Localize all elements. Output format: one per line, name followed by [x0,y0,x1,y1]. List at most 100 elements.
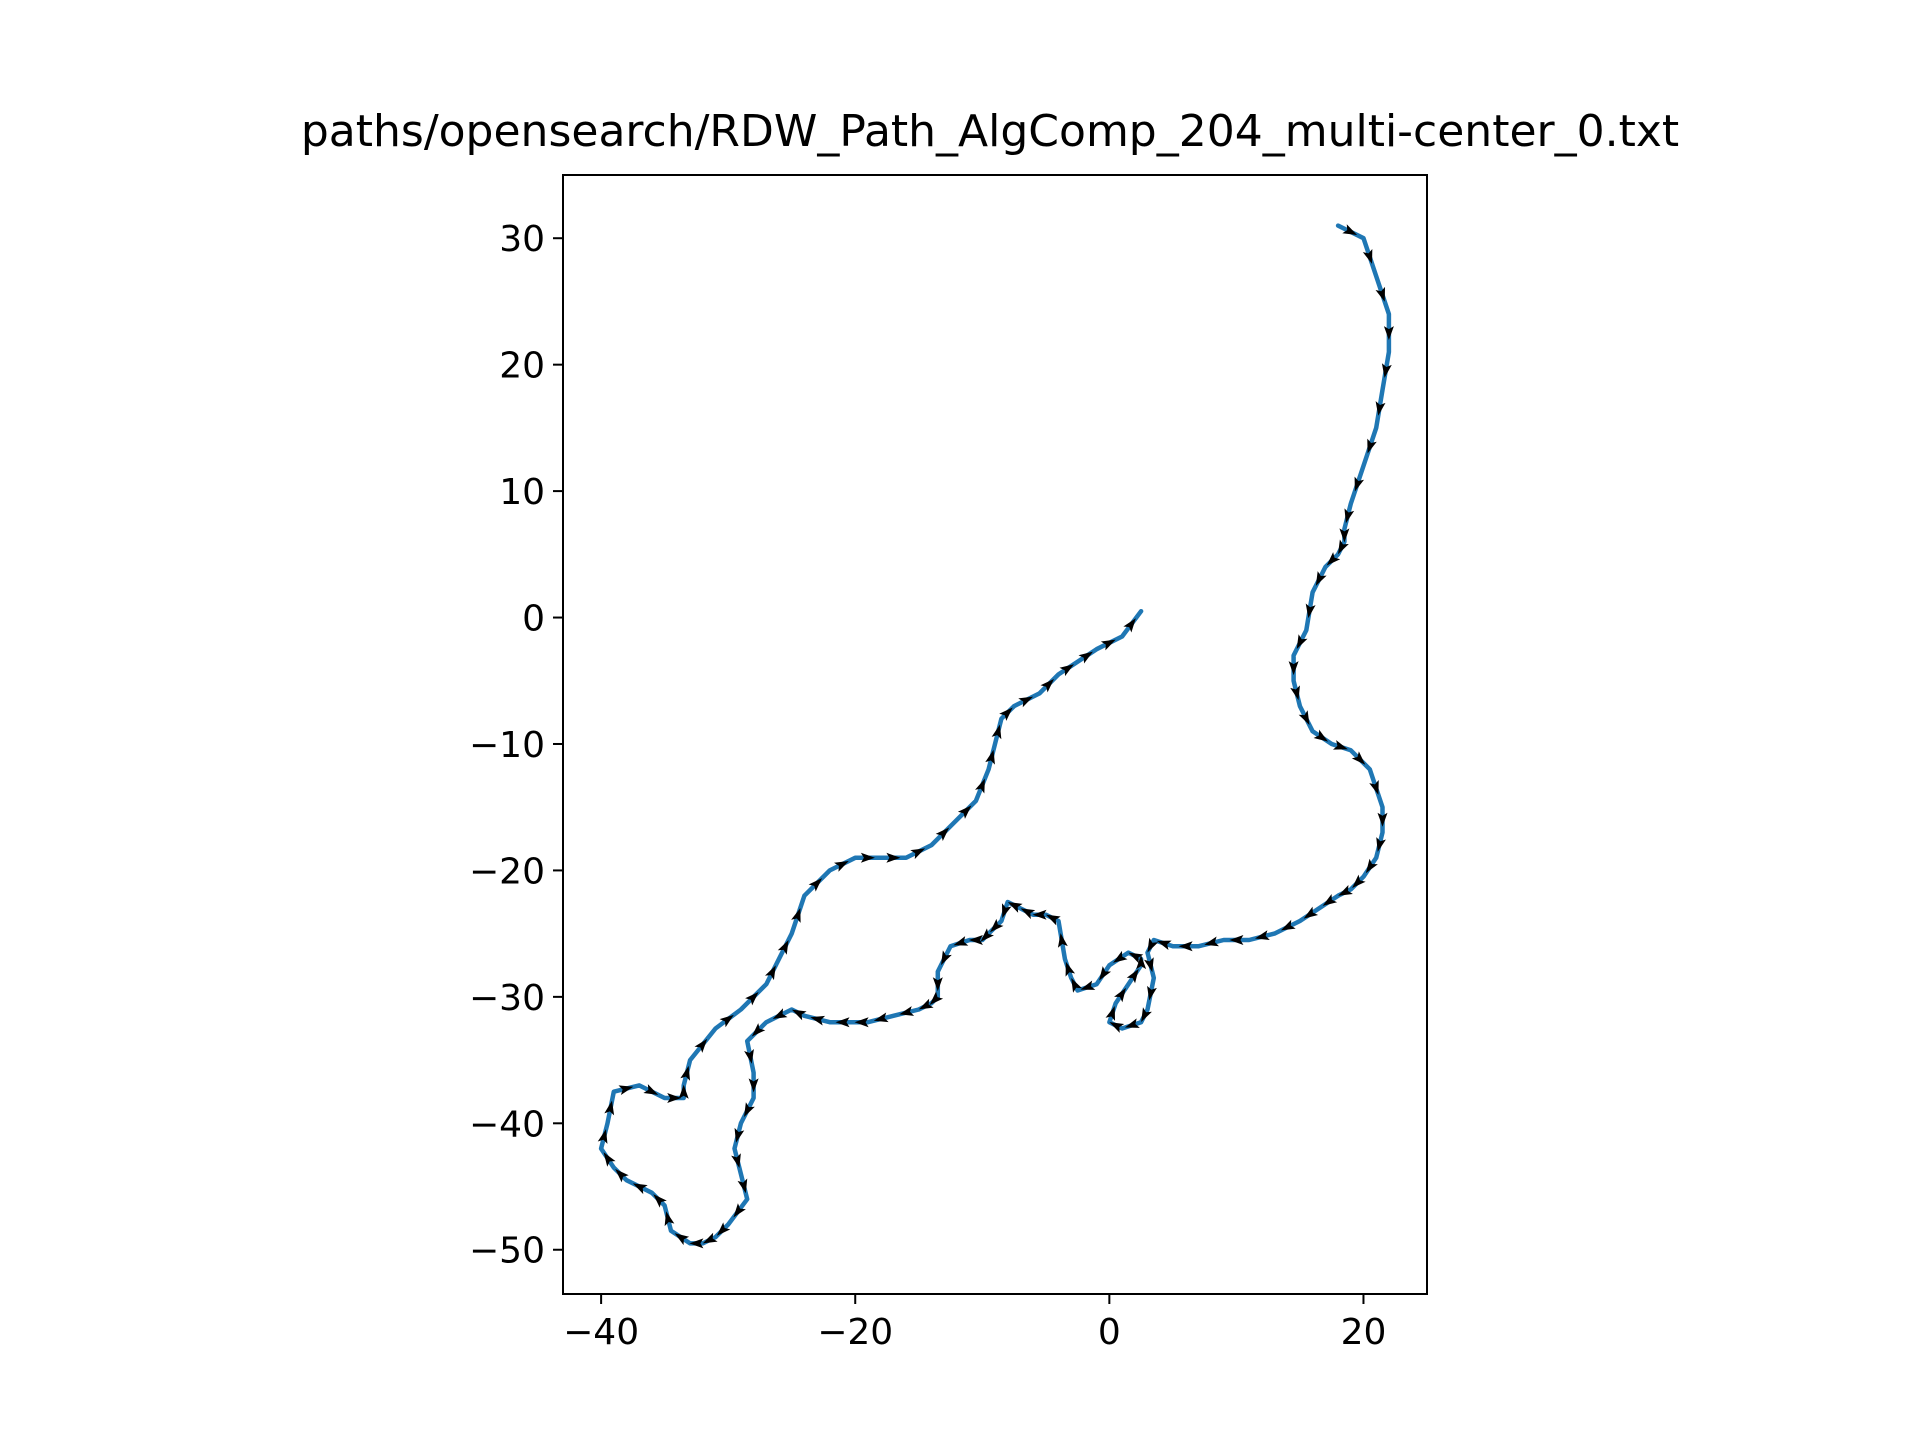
direction-arrow [680,1065,691,1081]
direction-arrow [1114,987,1126,1003]
direction-arrow [1113,950,1128,963]
direction-arrow [1229,935,1244,945]
direction-arrow [1057,933,1068,948]
direction-arrow [674,1233,690,1246]
direction-arrow [1178,941,1193,952]
direction-arrow [764,965,776,981]
direction-arrow [1362,248,1373,264]
direction-arrow [834,860,849,872]
direction-arrow [1338,885,1353,896]
direction-arrow [744,1049,754,1064]
direction-arrow [615,1168,629,1183]
direction-arrow [1071,977,1083,993]
direction-arrow [929,991,944,1005]
direction-arrow [1375,401,1386,416]
y-tick-label: −30 [469,978,545,1019]
direction-arrow [1147,985,1157,1001]
direction-arrow [667,1093,682,1103]
direction-arrow [1290,685,1300,701]
direction-arrow [1065,961,1076,977]
direction-arrow [935,827,950,841]
direction-arrow [1156,940,1172,951]
direction-arrow [791,1009,807,1021]
y-tick-label: −50 [469,1231,545,1272]
direction-arrow [1255,930,1270,940]
direction-arrow [731,1153,741,1168]
direction-arrow [1298,710,1310,725]
direction-arrow [748,1078,759,1093]
direction-arrow [975,778,985,794]
axes-frame [562,174,1428,1295]
direction-arrow [1124,1018,1140,1028]
direction-arrow [1381,363,1392,378]
direction-arrow [999,707,1013,721]
direction-arrow [632,1183,648,1195]
direction-arrow [1040,678,1054,693]
direction-arrow [664,1211,675,1227]
direction-arrow [1354,476,1365,492]
direction-arrow [808,878,823,892]
direction-arrow [899,1006,915,1016]
direction-arrow [991,724,1002,740]
plot-area [597,223,1394,1249]
direction-arrow [733,1203,746,1218]
y-tick-label: 30 [499,219,545,260]
direction-arrow [744,1102,755,1117]
direction-arrow [1141,1007,1152,1023]
direction-arrow [1001,903,1012,919]
direction-arrow [643,1084,659,1095]
direction-arrow [1352,874,1366,889]
direction-arrow [751,1023,766,1037]
direction-arrow [772,1008,788,1019]
direction-arrow [1383,326,1394,341]
direction-arrow [694,1038,708,1053]
direction-arrow [1280,919,1296,931]
direction-arrow [1007,902,1023,913]
direction-arrow [873,1012,889,1023]
y-tick-label: 20 [499,346,545,387]
direction-arrow [1344,508,1355,524]
direction-arrow [835,1017,850,1028]
direction-arrow [737,1178,748,1194]
direction-arrow [791,908,801,923]
x-tick-label: 0 [1098,1312,1121,1353]
direction-arrow [1342,224,1358,236]
direction-arrow [957,805,972,819]
direction-arrow [1375,286,1386,302]
direction-arrow [1367,438,1377,454]
direction-arrow [1126,968,1139,984]
direction-arrow [603,1152,616,1167]
direction-arrow [1144,957,1154,973]
direction-arrow [1313,729,1329,742]
direction-arrow [1099,966,1112,981]
direction-arrow [702,1232,718,1244]
y-tick-label: 0 [522,599,545,640]
direction-arrow [1303,906,1319,919]
y-tick-label: −10 [469,725,545,766]
direction-arrow [1351,751,1366,765]
direction-arrow [1315,571,1327,586]
direction-arrow [985,749,995,765]
direction-arrow [1369,779,1379,795]
direction-arrow [716,1222,731,1236]
direction-arrow [1018,696,1034,708]
direction-arrow [1376,837,1386,852]
direction-arrow [719,1014,734,1028]
direction-arrow [1338,539,1349,555]
direction-arrow [1296,634,1308,650]
y-tick-label: −20 [469,851,545,892]
direction-arrow [745,991,759,1006]
direction-arrow [854,1017,869,1028]
direction-arrow [604,1100,615,1116]
direction-arrow [932,977,943,992]
direction-arrow [1204,936,1220,947]
direction-arrow [1105,1006,1116,1021]
y-tick-label: −40 [469,1104,545,1145]
direction-arrow [1045,914,1061,926]
direction-arrow [1059,664,1074,677]
direction-arrow [968,935,983,945]
direction-arrow [1326,552,1341,566]
direction-arrow [1339,528,1350,543]
direction-arrow [1305,603,1316,619]
